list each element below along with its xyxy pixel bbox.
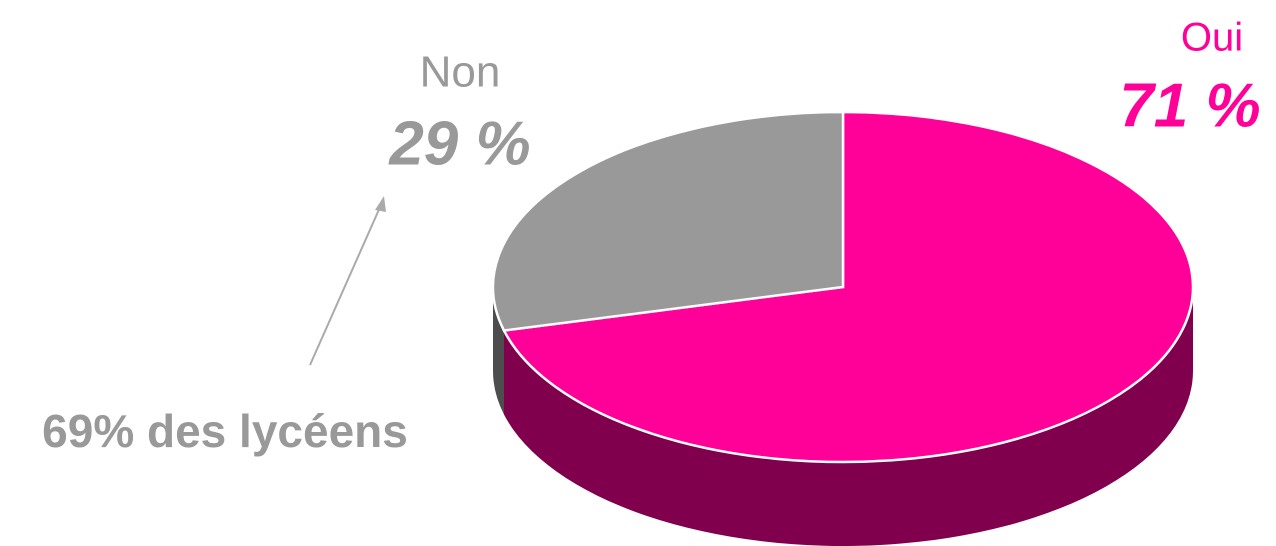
pie-sides: [493, 287, 1193, 546]
pie-slice: [502, 110, 1195, 464]
value-label: 29 %: [388, 109, 530, 178]
category-label: Non: [420, 48, 501, 97]
pie-side: [493, 287, 504, 415]
annotation-arrowhead: [375, 196, 386, 212]
value-label: 71 %: [1119, 71, 1260, 140]
pie-tops: [491, 110, 1195, 464]
pie-slice: [491, 110, 845, 332]
category-label: Oui: [1181, 16, 1243, 60]
annotation: 69% des lycéens: [42, 405, 408, 457]
pie-side: [503, 287, 1193, 546]
annotation-arrow: [309, 204, 382, 366]
